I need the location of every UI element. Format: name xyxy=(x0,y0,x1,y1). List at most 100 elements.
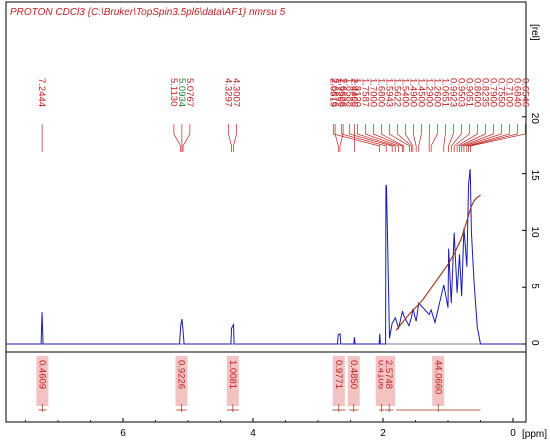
peak-leader xyxy=(418,124,422,152)
peak-label: 0.7900 xyxy=(487,78,498,107)
y-tick-label: 20 xyxy=(529,113,540,125)
peak-label: 1.9506 xyxy=(335,78,346,107)
peak-label: 1.5943 xyxy=(383,78,394,107)
peak-label: 4.3007 xyxy=(231,78,242,107)
integral-label: 0.4850 xyxy=(348,360,359,389)
peak-leader xyxy=(466,124,510,152)
peak-leader xyxy=(448,124,454,152)
peak-label: 1.0651 xyxy=(439,78,450,107)
integral-label: 1.0081 xyxy=(227,360,238,389)
peak-leader xyxy=(453,124,470,152)
peak-label: 1.8120 xyxy=(351,78,362,107)
peak-label: 1.2600 xyxy=(431,78,442,107)
peak-label: 0.8600 xyxy=(471,78,482,107)
peak-label: 5.1130 xyxy=(168,78,179,106)
integral-box xyxy=(383,356,396,406)
peak-label: 7.2444 xyxy=(36,78,47,107)
integral-box xyxy=(432,356,445,406)
peak-label: 5.0934 xyxy=(176,78,187,107)
peak-label: 1.2900 xyxy=(423,78,434,107)
peak-label: 1.7587 xyxy=(359,78,370,107)
integral-box xyxy=(226,356,239,406)
peak-leader xyxy=(443,124,446,152)
peak-label: 0.7550 xyxy=(495,78,506,107)
x-tick-label: 6 xyxy=(120,428,126,439)
x-tick-label: 4 xyxy=(250,428,256,439)
integral-label: 44.0660 xyxy=(432,360,443,394)
peak-leader xyxy=(470,124,526,152)
peak-label: 2.4406 xyxy=(348,78,359,107)
peak-label: 1.7000 xyxy=(367,78,378,107)
spectrum-trace xyxy=(6,169,526,345)
x-tick-label: 0 xyxy=(510,428,516,439)
peak-label: 0.9923 xyxy=(447,78,458,107)
peak-leader xyxy=(404,124,414,152)
y-tick-label: 5 xyxy=(529,283,540,289)
peak-label: 1.5400 xyxy=(399,78,410,107)
y-axis-label: [rel] xyxy=(529,24,540,41)
peak-leader xyxy=(182,124,191,152)
peak-leader xyxy=(380,124,405,152)
peak-label: 0.6840 xyxy=(511,78,522,107)
integral-label: 0.9226 xyxy=(176,360,187,389)
integral-label: 0.9771 xyxy=(333,360,344,389)
peak-leader xyxy=(340,124,387,152)
peak-label: 4.3297 xyxy=(223,78,234,107)
integral-layer: 0.4609 0.9226 1.0081 0.9771 0.4850 0.41062.57… xyxy=(36,356,481,412)
x-axis-label: [ppm] xyxy=(522,429,547,440)
peak-leader xyxy=(388,124,410,152)
peak-label: 0.8235 xyxy=(479,78,490,107)
peak-label: 1.4500 xyxy=(415,78,426,107)
peak-label: 1.4900 xyxy=(407,78,418,107)
integral-label: 2.5748 xyxy=(383,360,394,389)
peak-leader xyxy=(459,124,486,152)
peak-leader xyxy=(334,124,339,152)
peak-leader xyxy=(463,124,502,152)
y-tick-label: 0 xyxy=(529,340,540,346)
integral-box xyxy=(347,356,360,406)
integral-label: 0.4609 xyxy=(36,360,47,389)
peak-leader xyxy=(396,124,412,152)
integral-box xyxy=(175,356,188,406)
peak-label: 0.9051 xyxy=(463,78,474,107)
peak-leader xyxy=(339,124,344,152)
peak-leader xyxy=(173,124,182,152)
peak-leader xyxy=(430,124,438,152)
peak-label: 5.0767 xyxy=(184,78,195,107)
peak-label: 2.6626 xyxy=(337,78,348,107)
plot-frame xyxy=(5,1,527,423)
peak-label: 1.8588 xyxy=(343,78,354,107)
peak-leader xyxy=(461,124,494,152)
integral-box xyxy=(36,356,49,406)
integral-trace xyxy=(395,194,481,331)
peak-leader xyxy=(228,124,232,152)
peak-leader xyxy=(468,124,518,152)
peak-leader xyxy=(348,124,393,152)
peak-label: 0.7100 xyxy=(503,78,514,107)
chart-title: PROTON CDCl3 {C:\Bruker\TopSpin3.5pl6\da… xyxy=(10,7,286,18)
integral-box xyxy=(332,356,345,406)
integral-label: 0.4106 xyxy=(376,360,387,389)
peak-leader xyxy=(233,124,237,152)
peak-leader xyxy=(364,124,400,152)
peak-leader xyxy=(356,124,396,152)
peak-label: 1.5622 xyxy=(391,78,402,107)
peak-leader xyxy=(372,124,403,152)
peak-leader xyxy=(412,124,417,152)
peak-label: 2.0519 xyxy=(327,78,338,107)
peak-label: 1.6800 xyxy=(375,78,386,107)
y-tick-label: 15 xyxy=(529,170,540,182)
peak-label: 0.9503 xyxy=(455,78,466,107)
y-tick-label: 10 xyxy=(529,226,540,238)
peak-leader xyxy=(332,124,380,152)
x-tick-label: 2 xyxy=(380,428,386,439)
peak-label: 0.6546 xyxy=(519,78,530,107)
spectrum-layer xyxy=(6,169,526,345)
peak-label: 2.6876 xyxy=(329,78,340,107)
peak-leader xyxy=(450,124,462,152)
peak-leader xyxy=(456,124,478,152)
